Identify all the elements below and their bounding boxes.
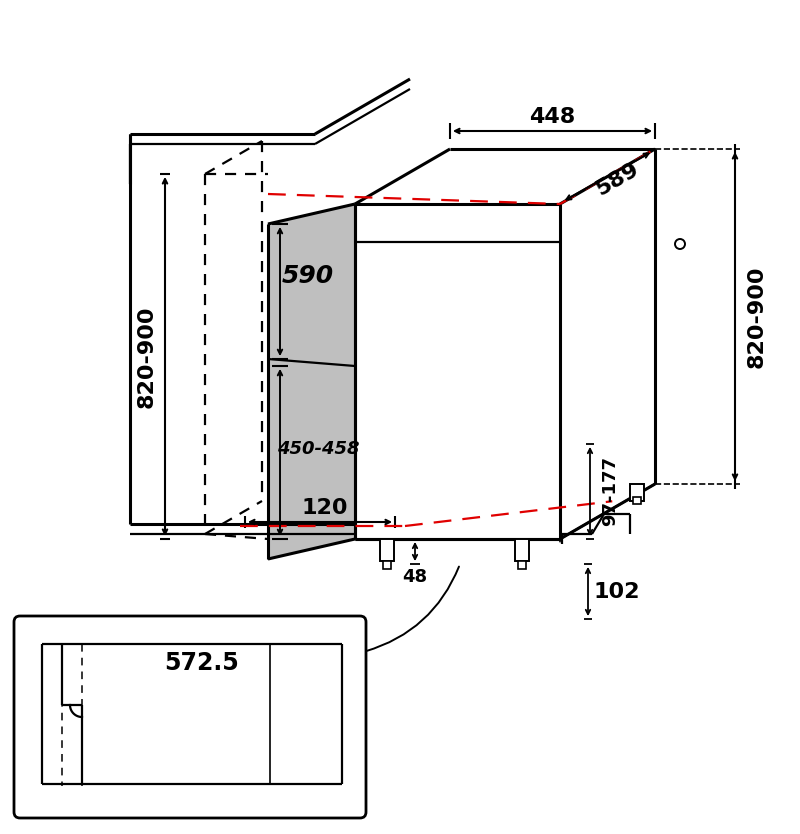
Text: 820-900: 820-900 bbox=[137, 305, 157, 408]
Text: 820-900: 820-900 bbox=[747, 265, 767, 368]
Bar bbox=[633, 497, 641, 504]
Bar bbox=[515, 539, 529, 561]
Bar bbox=[630, 484, 644, 501]
Bar bbox=[380, 539, 394, 561]
Bar bbox=[518, 561, 526, 569]
Text: 102: 102 bbox=[593, 581, 639, 601]
Text: 572.5: 572.5 bbox=[165, 651, 239, 675]
Text: 97-177: 97-177 bbox=[601, 456, 619, 526]
Polygon shape bbox=[268, 204, 355, 559]
Text: 120: 120 bbox=[302, 498, 348, 518]
Text: 448: 448 bbox=[530, 107, 576, 127]
Text: 450-458: 450-458 bbox=[277, 440, 359, 458]
FancyBboxPatch shape bbox=[14, 616, 366, 818]
Text: 590: 590 bbox=[282, 264, 334, 288]
Text: 48: 48 bbox=[402, 568, 427, 586]
Text: 589: 589 bbox=[593, 159, 642, 199]
Bar bbox=[383, 561, 391, 569]
